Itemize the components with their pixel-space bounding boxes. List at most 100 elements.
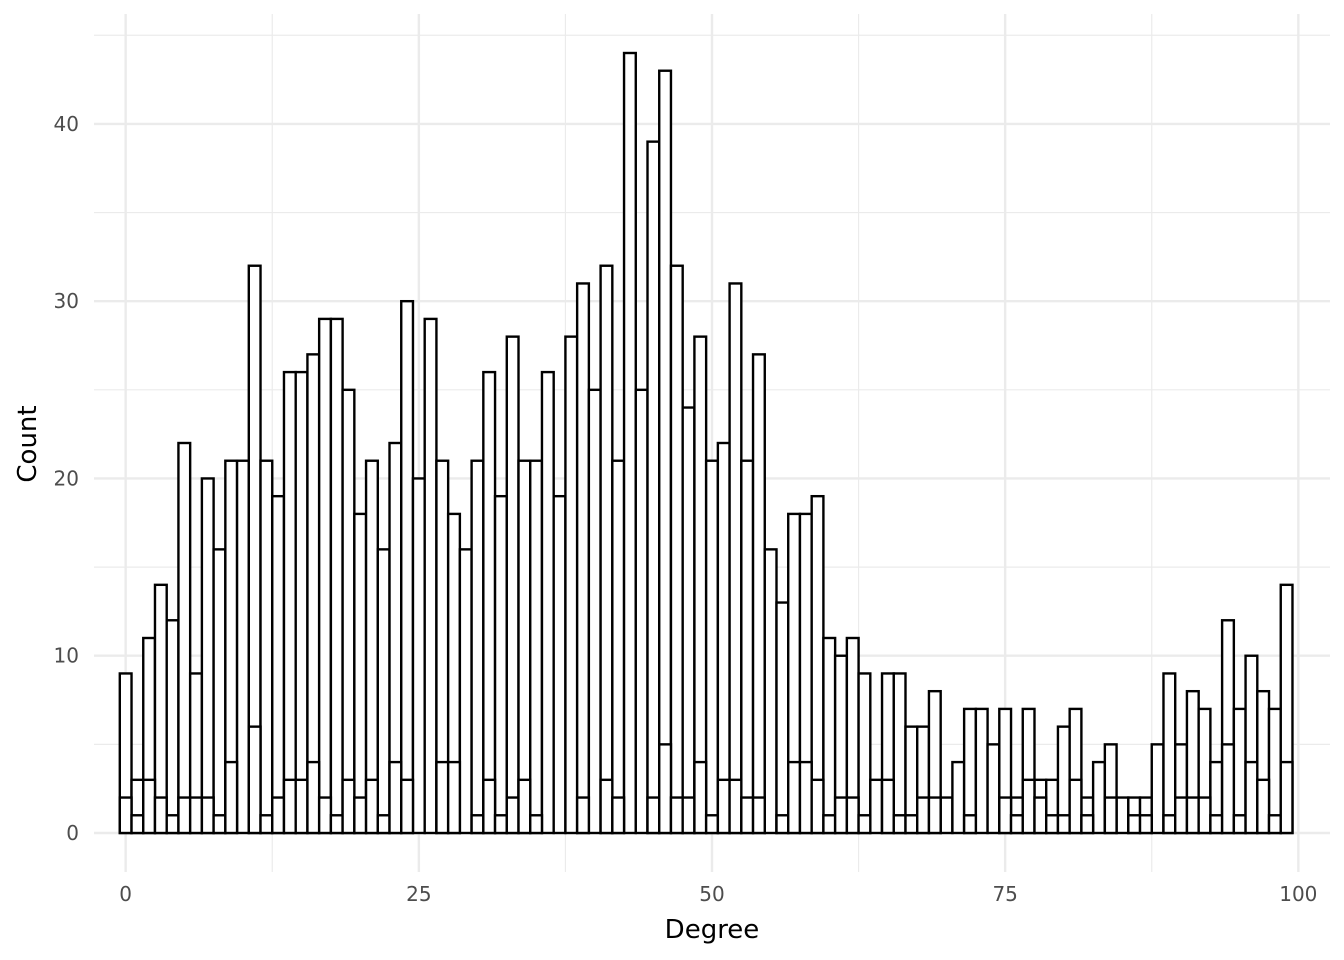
histogram-bar (446, 760, 462, 835)
histogram-bar (376, 548, 391, 835)
y-axis-title: Count (13, 405, 43, 482)
histogram-bar (798, 760, 813, 835)
histogram-bar (693, 760, 708, 835)
histogram-bar (188, 796, 204, 835)
histogram-bar (411, 477, 426, 835)
histogram-bar (482, 370, 497, 835)
histogram-bar (704, 459, 720, 835)
histogram-bar (1220, 743, 1236, 835)
histogram-bar (669, 796, 684, 835)
histogram-bar (376, 814, 391, 835)
histogram-bar (1267, 814, 1282, 835)
histogram-bar (599, 778, 614, 835)
y-tick-label: 40 (54, 112, 79, 136)
histogram-bar (259, 459, 274, 835)
histogram-bar (153, 583, 168, 835)
histogram-bar (282, 370, 297, 835)
histogram-bar (306, 760, 321, 835)
histogram-bar (329, 317, 344, 835)
y-tick-label: 0 (66, 821, 79, 845)
histogram-bar (740, 796, 755, 835)
histogram-bar (775, 814, 790, 835)
histogram-bar (353, 796, 368, 835)
histogram-bar (118, 796, 133, 835)
histogram-bar (505, 335, 520, 835)
histogram-bar (939, 796, 954, 835)
histogram-bar (998, 796, 1013, 835)
histogram-bar (822, 814, 837, 835)
histogram-bar (364, 778, 379, 835)
histogram-bar (1150, 743, 1165, 835)
histogram-bar (247, 725, 262, 835)
histogram-bar (787, 760, 802, 835)
histogram-bar (751, 796, 766, 835)
bars-series-1 (118, 51, 1294, 835)
histogram-bar (1162, 814, 1177, 835)
histogram-bar (493, 494, 508, 835)
histogram-bar (1127, 814, 1142, 835)
histogram-bar (857, 672, 872, 835)
histogram-bar (740, 459, 755, 835)
histogram-bar (728, 282, 743, 835)
histogram-bar (329, 814, 344, 835)
histogram-bar (599, 264, 614, 835)
histogram-bar (282, 778, 297, 835)
histogram-bar (869, 778, 884, 835)
histogram-bar (1009, 814, 1024, 835)
histogram-bar (1068, 778, 1083, 835)
y-tick-label: 20 (54, 466, 79, 490)
histogram-bar (986, 743, 1001, 835)
histogram-bar (658, 69, 673, 835)
histogram-bar (974, 707, 989, 835)
histogram-bar (634, 388, 649, 835)
histogram-bar (728, 778, 743, 835)
histogram-bar (177, 796, 192, 835)
histogram-bar (1138, 814, 1153, 835)
histogram-bar (1056, 814, 1071, 835)
histogram-bar (529, 814, 544, 835)
x-tick-label: 25 (406, 882, 431, 906)
x-axis-title: Degree (665, 915, 760, 945)
x-tick-label: 50 (699, 882, 724, 906)
x-tick-label: 0 (119, 882, 132, 906)
histogram-bar (294, 370, 309, 835)
histogram-bar (259, 814, 274, 835)
histogram-bar (1103, 796, 1118, 835)
histogram-bar (317, 317, 333, 835)
histogram-bar (845, 796, 860, 835)
histogram-bar (951, 760, 966, 835)
x-tick-label: 75 (992, 882, 1017, 906)
y-tick-label: 10 (54, 644, 79, 668)
histogram-bar (540, 370, 555, 835)
histogram-bar (482, 778, 497, 835)
histogram-bar (880, 778, 895, 835)
histogram-bar (904, 814, 919, 835)
histogram-bar (611, 796, 626, 835)
histogram-bar (751, 353, 766, 835)
histogram-bar (552, 494, 567, 835)
histogram-bar (165, 814, 180, 835)
histogram-bar (564, 335, 579, 835)
histogram-bar (857, 814, 872, 835)
histogram-bar (1021, 778, 1036, 835)
histogram-bar (575, 796, 591, 835)
histogram-bar (927, 796, 942, 835)
histogram-bar (693, 335, 708, 835)
histogram-bar (142, 778, 157, 835)
histogram-bar (704, 814, 720, 835)
histogram-bar (517, 459, 532, 835)
histogram-bar (763, 548, 778, 835)
histogram-bar (892, 672, 907, 835)
histogram-bar (833, 796, 849, 835)
histogram-bar (505, 796, 520, 835)
histogram-bar (646, 140, 661, 835)
histogram-bar (822, 636, 837, 835)
x-axis-tick-labels: 0 25 50 75 100 (119, 882, 1317, 906)
histogram-bar (575, 282, 591, 835)
histogram-bar (317, 796, 333, 835)
histogram-bar (388, 760, 403, 835)
histogram-bar (716, 778, 731, 835)
histogram-bar (493, 814, 508, 835)
histogram-bar (775, 601, 790, 835)
